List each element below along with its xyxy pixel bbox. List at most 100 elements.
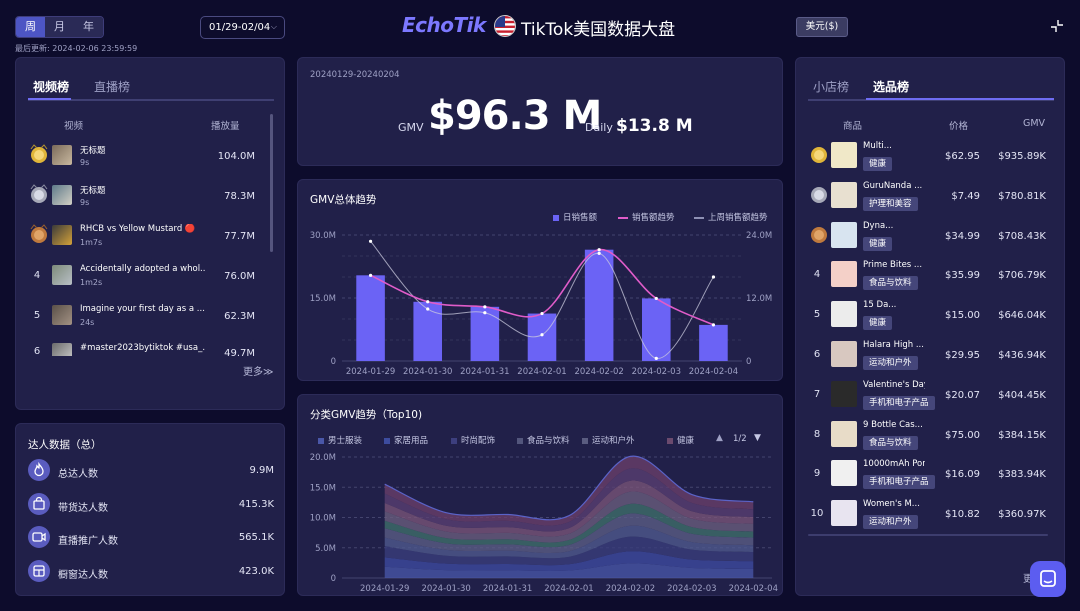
category-badge: 健康 bbox=[863, 316, 893, 331]
tab-shop-ranking[interactable]: 小店榜 bbox=[813, 80, 850, 94]
product-thumbnail bbox=[831, 181, 857, 208]
chat-support-button[interactable] bbox=[1030, 561, 1066, 597]
period-month-tab[interactable]: 月 bbox=[45, 17, 74, 37]
gmv-value: $96.3 M bbox=[428, 93, 602, 139]
shopping-bag-icon bbox=[28, 493, 50, 515]
list-item[interactable]: 4 Accidentally adopted a whol... 1m2s 76… bbox=[28, 260, 258, 296]
list-item[interactable]: RHCB vs Yellow Mustard 🔴 1m7s 77.7M bbox=[28, 220, 258, 256]
category-badge: 护理和美容 bbox=[863, 196, 918, 211]
period-week-tab[interactable]: 周 bbox=[16, 17, 45, 37]
list-item[interactable]: 6 #master2023bytiktok #usa_... 49.7M bbox=[28, 340, 258, 356]
date-range-select[interactable]: 01/29-02/04 ⌵ bbox=[200, 16, 285, 39]
legend-sales-trend[interactable]: 销售额趋势 bbox=[618, 211, 675, 223]
currency-button[interactable]: 美元($) bbox=[796, 17, 848, 37]
video-duration: 9s bbox=[80, 158, 90, 167]
product-thumbnail bbox=[831, 460, 857, 487]
tab-active-indicator bbox=[28, 98, 71, 100]
sales-trend-point bbox=[540, 311, 544, 316]
product-row[interactable]: 4 Prime Bites ... 食品与饮料 $35.99 $706.79K bbox=[808, 259, 1054, 295]
legend-label: 运动和户外 bbox=[592, 436, 635, 446]
rank-number: 7 bbox=[813, 388, 821, 400]
creator-stat-label: 总达人数 bbox=[58, 469, 98, 480]
column-header-gmv: GMV bbox=[1023, 118, 1046, 129]
category-badge: 手机和电子产品 bbox=[863, 475, 935, 490]
tab-video-ranking[interactable]: 视频榜 bbox=[33, 80, 70, 94]
product-thumbnail bbox=[831, 142, 857, 168]
rank-number: 6 bbox=[813, 349, 821, 360]
product-row[interactable]: 5 15 Da... 健康 $15.00 $646.04K bbox=[808, 299, 1054, 335]
list-item[interactable]: 无标题 9s 78.3M bbox=[28, 180, 258, 216]
legend-daily-sales[interactable]: 日销售额 bbox=[553, 211, 597, 223]
product-row[interactable]: Multi... 健康 $62.95 $935.89K bbox=[808, 140, 1054, 176]
last-week-point bbox=[597, 251, 601, 255]
legend-home[interactable]: 家居用品 bbox=[384, 434, 428, 446]
video-list-scrollbar[interactable] bbox=[270, 114, 273, 252]
legend-health[interactable]: 健康 bbox=[667, 434, 694, 446]
x-tick-label: 2024-02-01 bbox=[517, 367, 566, 377]
x-tick-label: 2024-02-01 bbox=[544, 584, 593, 594]
x-tick-label: 2024-02-03 bbox=[667, 584, 716, 594]
video-ranking-panel: 视频榜 直播榜 视频 播放量 无标题 9s 104.0M 无标题 9s 78.3… bbox=[15, 57, 285, 410]
product-list-scrollbar[interactable] bbox=[808, 534, 1048, 536]
x-tick-label: 2024-02-03 bbox=[632, 367, 681, 377]
product-name: Prime Bites ... bbox=[863, 260, 923, 271]
product-price: $29.95 bbox=[945, 350, 980, 361]
bar bbox=[584, 249, 614, 361]
column-header-product: 商品 bbox=[843, 121, 863, 132]
category-badge: 食品与饮料 bbox=[863, 435, 918, 450]
column-header-video: 视频 bbox=[64, 121, 84, 132]
legend-next-page-icon[interactable]: ▼ bbox=[754, 433, 761, 443]
gmv-trend-title: GMV总体趋势 bbox=[310, 194, 377, 206]
product-row[interactable]: GuruNanda ... 护理和美容 $7.49 $780.81K bbox=[808, 180, 1054, 216]
product-row[interactable]: 9 10000mAh Porta... 手机和电子产品 $16.09 $383.94K bbox=[808, 458, 1054, 494]
daily-value: $13.8 M bbox=[616, 116, 693, 136]
y-tick-label: 20.0M bbox=[310, 453, 336, 463]
fullscreen-icon[interactable] bbox=[1050, 18, 1064, 32]
legend-sports-outdoor[interactable]: 运动和户外 bbox=[582, 434, 635, 446]
product-gmv: $404.45K bbox=[998, 389, 1046, 401]
product-gmv: $436.94K bbox=[998, 350, 1046, 361]
creator-data-panel: 达人数据（总） 总达人数 9.9M 带货达人数 415.3K 直播推广人数 56… bbox=[15, 423, 285, 596]
product-price: $62.95 bbox=[945, 151, 980, 162]
last-week-point bbox=[540, 333, 544, 337]
product-row[interactable]: 8 9 Bottle Cas... 食品与饮料 $75.00 $384.15K bbox=[808, 419, 1054, 455]
video-title: #master2023bytiktok #usa_... bbox=[80, 343, 205, 353]
summary-date: 20240129-20240204 bbox=[310, 70, 400, 80]
fire-icon bbox=[28, 459, 50, 481]
product-thumbnail bbox=[831, 420, 857, 447]
legend-last-week-trend[interactable]: 上周销售额趋势 bbox=[694, 211, 768, 223]
product-name: GuruNanda ... bbox=[863, 180, 923, 191]
tab-product-ranking[interactable]: 选品榜 bbox=[873, 80, 910, 94]
legend-fashion-accessories[interactable]: 时尚配饰 bbox=[451, 434, 495, 446]
rank-number: 8 bbox=[813, 428, 821, 440]
legend-food-drink[interactable]: 食品与饮料 bbox=[517, 434, 570, 446]
category-area-band bbox=[384, 456, 754, 526]
legend-label: 日销售额 bbox=[563, 213, 598, 223]
product-row[interactable]: 7 Valentine's Day ... 手机和电子产品 $20.07 $404.45… bbox=[808, 379, 1054, 415]
tab-active-indicator bbox=[866, 98, 1054, 100]
product-more-link[interactable]: 更 bbox=[1023, 574, 1033, 585]
product-name: Dyna... bbox=[863, 220, 894, 231]
legend-prev-page-icon[interactable]: ▲ bbox=[716, 433, 723, 443]
list-item[interactable]: 5 Imagine your first day as a ... 24s 62… bbox=[28, 300, 258, 336]
y-tick-label: 15.0M bbox=[310, 294, 336, 304]
product-thumbnail bbox=[831, 301, 857, 328]
y2-tick-label: 24.0M bbox=[746, 231, 772, 241]
list-item[interactable]: 无标题 9s 104.0M bbox=[28, 140, 258, 176]
video-duration: 9s bbox=[80, 198, 90, 207]
product-price: $75.00 bbox=[945, 429, 980, 441]
product-row[interactable]: 10 Women's M... 运动和户外 $10.82 $360.97K bbox=[808, 498, 1054, 534]
x-tick-label: 2024-01-29 bbox=[360, 584, 409, 594]
video-more-link[interactable]: 更多≫ bbox=[243, 367, 274, 378]
period-toggle: 周 月 年 bbox=[15, 16, 104, 38]
product-row[interactable]: 6 Halara High ... 运动和户外 $29.95 $436.94K bbox=[808, 339, 1054, 375]
legend-mens-clothing[interactable]: 男士服装 bbox=[318, 434, 362, 446]
period-year-tab[interactable]: 年 bbox=[74, 17, 103, 37]
video-thumbnail bbox=[52, 145, 72, 165]
tab-live-ranking[interactable]: 直播榜 bbox=[94, 80, 131, 94]
video-duration: 1m7s bbox=[80, 238, 103, 247]
product-row[interactable]: Dyna... 健康 $34.99 $708.43K bbox=[808, 220, 1054, 256]
legend-label: 销售额趋势 bbox=[632, 213, 675, 223]
category-area-band bbox=[384, 513, 754, 553]
category-trend-chart: 20.0M 15.0M 10.0M 5.0M 0 2024-01-29 2024-01-30… bbox=[310, 453, 778, 594]
